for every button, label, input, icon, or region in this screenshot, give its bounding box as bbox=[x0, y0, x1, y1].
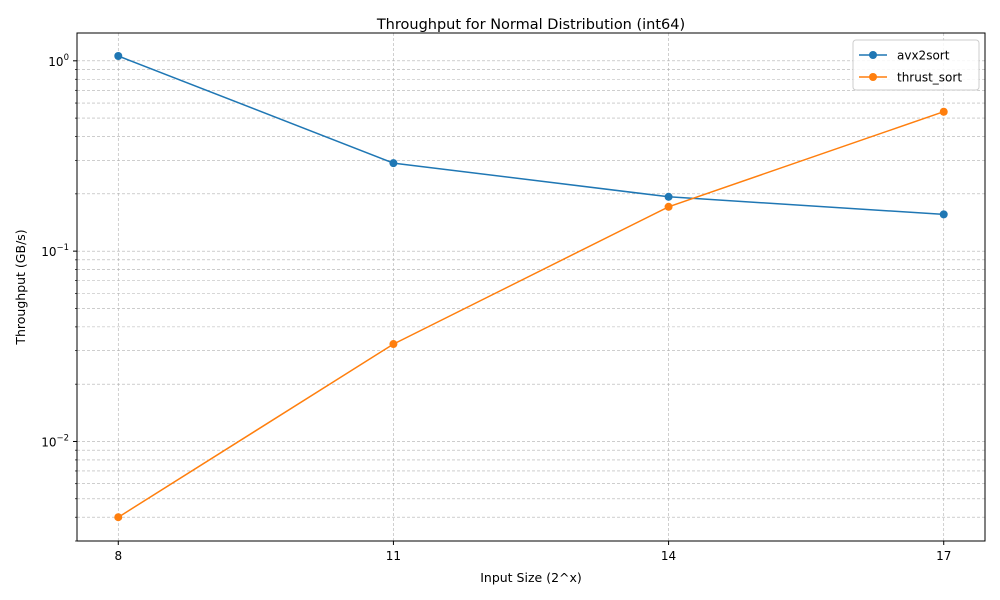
y-tick-label: 10−2 bbox=[41, 433, 69, 449]
x-tick-label: 11 bbox=[386, 549, 401, 563]
chart-title: Throughput for Normal Distribution (int6… bbox=[376, 17, 685, 33]
data-point-avx2sort bbox=[114, 51, 123, 60]
legend-marker-thrust_sort bbox=[869, 73, 877, 81]
plot-area-frame bbox=[76, 32, 986, 542]
data-point-thrust_sort bbox=[114, 513, 123, 522]
series-line-thrust_sort bbox=[117, 110, 944, 518]
data-point-thrust_sort bbox=[939, 107, 948, 116]
data-point-thrust_sort bbox=[664, 202, 673, 211]
legend-marker-avx2sort bbox=[869, 51, 877, 59]
x-tick-label: 14 bbox=[661, 549, 676, 563]
axes: 8 11 14 17 10−2 10−1 100 bbox=[41, 53, 951, 563]
x-tick-label: 17 bbox=[936, 549, 951, 563]
y-tick-label: 10−1 bbox=[41, 243, 69, 259]
legend: avx2sort thrust_sort bbox=[852, 39, 980, 91]
series-layer bbox=[114, 51, 948, 522]
legend-label-thrust_sort: thrust_sort bbox=[897, 71, 962, 85]
series-line-avx2sort bbox=[118, 55, 944, 216]
data-point-thrust_sort bbox=[389, 340, 398, 349]
grid bbox=[77, 33, 985, 542]
x-axis-label: Input Size (2^x) bbox=[480, 570, 582, 585]
y-tick-label: 100 bbox=[48, 53, 69, 69]
x-tick-label: 8 bbox=[114, 549, 122, 563]
legend-label-avx2sort: avx2sort bbox=[897, 49, 950, 63]
data-point-avx2sort bbox=[389, 159, 398, 168]
data-point-avx2sort bbox=[664, 192, 673, 201]
data-point-avx2sort bbox=[939, 210, 948, 219]
y-axis-label: Throughput (GB/s) bbox=[13, 229, 28, 345]
